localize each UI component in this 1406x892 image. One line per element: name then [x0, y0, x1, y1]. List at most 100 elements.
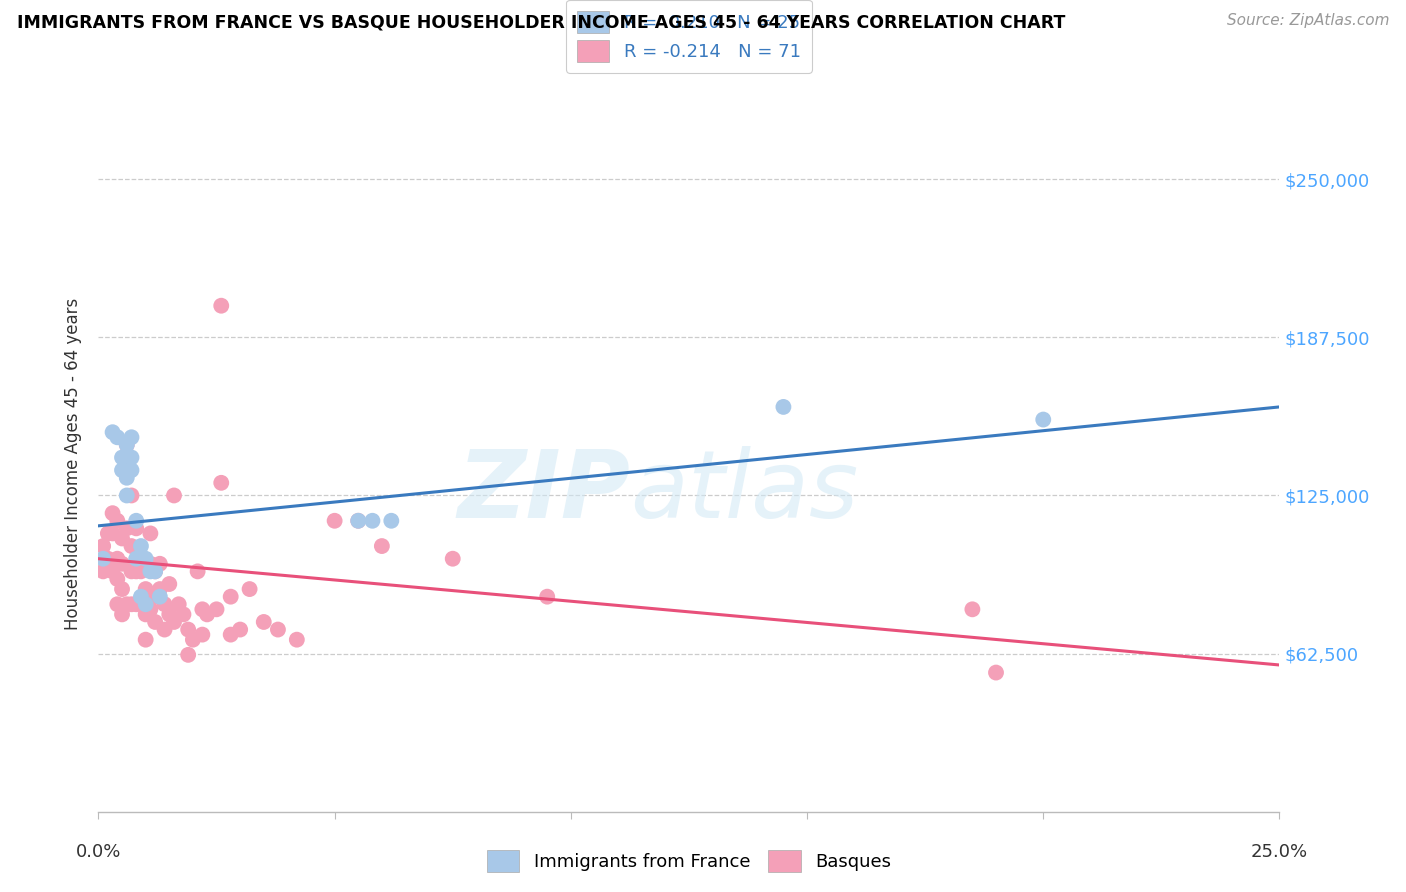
- Point: [105, 597, 128, 611]
- Point: [91, 565, 114, 579]
- Point: [143, 565, 166, 579]
- Point: [177, 648, 200, 662]
- Text: atlas: atlas: [630, 446, 858, 537]
- Point: [187, 565, 209, 579]
- Point: [111, 582, 134, 596]
- Point: [209, 475, 232, 490]
- Point: [157, 577, 180, 591]
- Point: [101, 506, 124, 520]
- Legend: Immigrants from France, Basques: Immigrants from France, Basques: [479, 843, 898, 880]
- Text: IMMIGRANTS FROM FRANCE VS BASQUE HOUSEHOLDER INCOME AGES 45 - 64 YEARS CORRELATI: IMMIGRANTS FROM FRANCE VS BASQUE HOUSEHO…: [17, 13, 1066, 31]
- Point: [135, 551, 157, 566]
- Point: [129, 597, 152, 611]
- Point: [135, 582, 157, 596]
- Point: [115, 438, 138, 452]
- Point: [111, 607, 134, 622]
- Point: [111, 463, 134, 477]
- Point: [139, 526, 162, 541]
- Point: [121, 430, 143, 444]
- Point: [115, 488, 138, 502]
- Point: [101, 425, 124, 440]
- Point: [143, 590, 166, 604]
- Point: [129, 539, 152, 553]
- Point: [139, 557, 162, 571]
- Point: [153, 597, 176, 611]
- Point: [347, 514, 370, 528]
- Text: ZIP: ZIP: [457, 446, 630, 538]
- Point: [135, 597, 157, 611]
- Point: [143, 615, 166, 629]
- Point: [380, 514, 402, 528]
- Point: [105, 572, 128, 586]
- Text: 0.0%: 0.0%: [76, 843, 121, 861]
- Point: [219, 627, 242, 641]
- Text: Source: ZipAtlas.com: Source: ZipAtlas.com: [1226, 13, 1389, 29]
- Y-axis label: Householder Income Ages 45 - 64 years: Householder Income Ages 45 - 64 years: [65, 298, 83, 630]
- Point: [323, 514, 346, 528]
- Point: [285, 632, 308, 647]
- Point: [157, 607, 180, 622]
- Point: [219, 590, 242, 604]
- Point: [181, 632, 204, 647]
- Point: [91, 539, 114, 553]
- Point: [172, 607, 194, 622]
- Point: [97, 526, 120, 541]
- Point: [163, 615, 186, 629]
- Point: [105, 514, 128, 528]
- Point: [121, 463, 143, 477]
- Point: [191, 627, 214, 641]
- Point: [1032, 412, 1054, 426]
- Point: [163, 488, 186, 502]
- Point: [536, 590, 558, 604]
- Point: [105, 430, 128, 444]
- Point: [125, 565, 148, 579]
- Point: [121, 565, 143, 579]
- Point: [111, 532, 134, 546]
- Point: [195, 607, 218, 622]
- Point: [125, 551, 148, 566]
- Point: [267, 623, 290, 637]
- Point: [347, 514, 370, 528]
- Point: [97, 551, 120, 566]
- Point: [153, 623, 176, 637]
- Point: [121, 539, 143, 553]
- Point: [149, 582, 172, 596]
- Point: [125, 597, 148, 611]
- Point: [115, 463, 138, 477]
- Point: [149, 590, 172, 604]
- Point: [115, 521, 138, 535]
- Point: [111, 450, 134, 465]
- Point: [135, 632, 157, 647]
- Point: [105, 551, 128, 566]
- Point: [115, 471, 138, 485]
- Point: [772, 400, 794, 414]
- Point: [125, 514, 148, 528]
- Point: [371, 539, 394, 553]
- Point: [125, 521, 148, 535]
- Point: [121, 488, 143, 502]
- Point: [191, 602, 214, 616]
- Point: [139, 602, 162, 616]
- Point: [984, 665, 1007, 680]
- Point: [139, 565, 162, 579]
- Point: [135, 607, 157, 622]
- Point: [205, 602, 228, 616]
- Point: [121, 450, 143, 465]
- Point: [209, 299, 232, 313]
- Point: [229, 623, 252, 637]
- Point: [253, 615, 276, 629]
- Point: [91, 551, 114, 566]
- Point: [121, 597, 143, 611]
- Text: 25.0%: 25.0%: [1251, 843, 1308, 861]
- Point: [111, 557, 134, 571]
- Point: [149, 557, 172, 571]
- Point: [143, 565, 166, 579]
- Point: [115, 438, 138, 452]
- Point: [115, 597, 138, 611]
- Point: [177, 623, 200, 637]
- Point: [101, 565, 124, 579]
- Point: [101, 526, 124, 541]
- Point: [239, 582, 262, 596]
- Point: [361, 514, 384, 528]
- Point: [129, 590, 152, 604]
